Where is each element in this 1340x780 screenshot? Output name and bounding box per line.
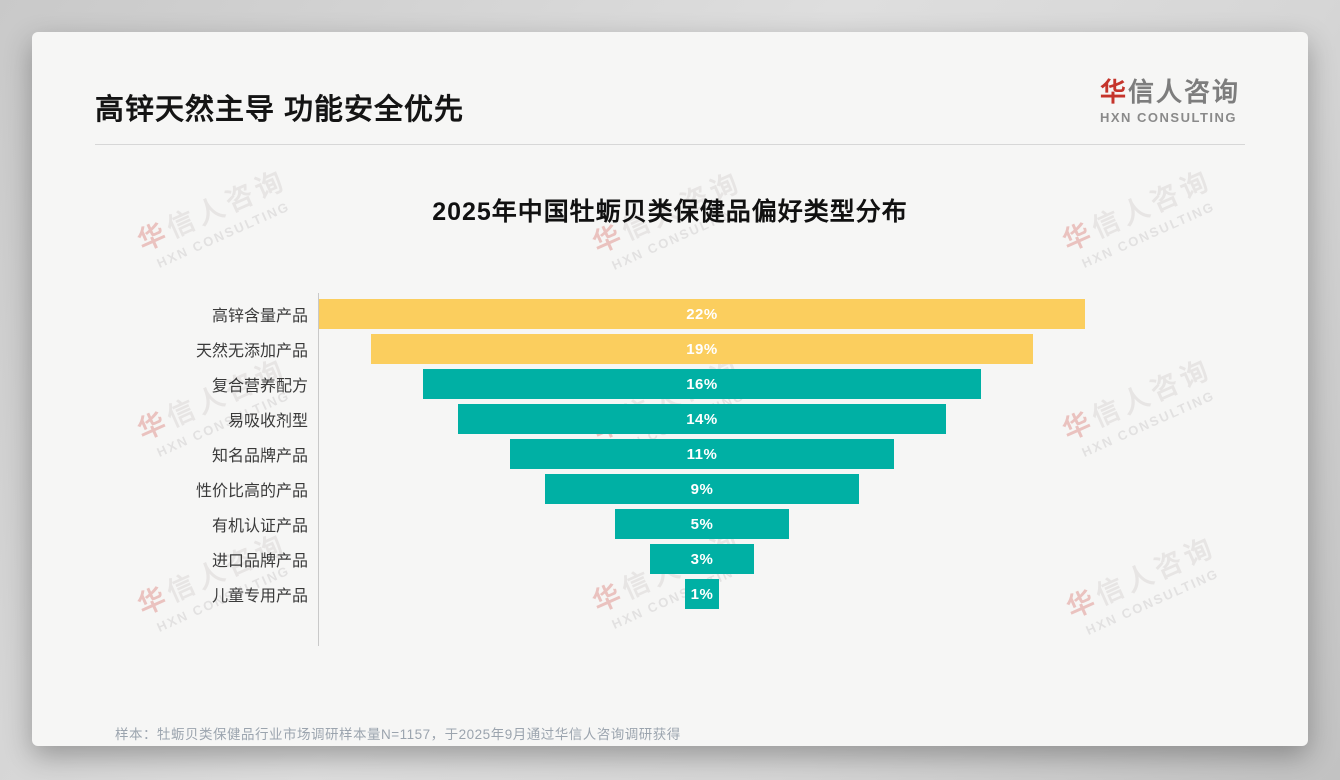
bar-value-label: 3% bbox=[690, 550, 714, 568]
bar-area: 11% bbox=[318, 439, 1308, 469]
y-axis-line bbox=[318, 293, 319, 646]
chart-row: 知名品牌产品 11% bbox=[32, 439, 1308, 469]
bar-area: 5% bbox=[318, 509, 1308, 539]
bar: 1% bbox=[684, 579, 720, 609]
bar-value-label: 5% bbox=[690, 515, 714, 533]
bar-area: 3% bbox=[318, 544, 1308, 574]
bar-value-label: 16% bbox=[686, 375, 718, 393]
bar: 9% bbox=[545, 474, 859, 504]
category-label: 性价比高的产品 bbox=[195, 483, 308, 500]
category-label: 知名品牌产品 bbox=[211, 448, 308, 465]
chart-row: 高锌含量产品 22% bbox=[32, 299, 1308, 329]
bar-area: 19% bbox=[318, 334, 1308, 364]
company-logo: 华信人咨询 HXN CONSULTING bbox=[1100, 72, 1240, 125]
bar: 16% bbox=[423, 369, 981, 399]
chart-title: 2025年中国牡蛎贝类保健品偏好类型分布 bbox=[432, 198, 908, 226]
bar-area: 16% bbox=[318, 369, 1308, 399]
bar: 14% bbox=[457, 404, 946, 434]
sample-note: 样本：牡蛎贝类保健品行业市场调研样本量N=1157，于2025年9月通过华信人咨… bbox=[115, 727, 681, 742]
chart-row: 复合营养配方 16% bbox=[32, 369, 1308, 399]
chart-row: 天然无添加产品 19% bbox=[32, 334, 1308, 364]
bar-area: 22% bbox=[318, 299, 1308, 329]
chart-row: 有机认证产品 5% bbox=[32, 509, 1308, 539]
category-label: 复合营养配方 bbox=[211, 378, 308, 395]
bar-value-label: 11% bbox=[686, 445, 718, 463]
category-label: 有机认证产品 bbox=[211, 518, 308, 535]
bar: 22% bbox=[318, 299, 1086, 329]
category-label: 儿童专用产品 bbox=[211, 588, 308, 605]
bar-area: 1% bbox=[318, 579, 1308, 609]
funnel-chart: 高锌含量产品 22% 天然无添加产品 19% 复合营养配方 16% 易吸收剂型 … bbox=[32, 293, 1308, 646]
logo-en-text: HXN CONSULTING bbox=[1099, 110, 1238, 125]
bar-value-label: 19% bbox=[686, 340, 718, 358]
bar-value-label: 9% bbox=[690, 480, 714, 498]
chart-row: 性价比高的产品 9% bbox=[32, 474, 1308, 504]
slide-card: 华信人咨询 HXN CONSULTING 华信人咨询 HXN CONSULTING 华信… bbox=[32, 32, 1308, 746]
bar-area: 9% bbox=[318, 474, 1308, 504]
category-label: 天然无添加产品 bbox=[195, 343, 308, 360]
bar-value-label: 14% bbox=[686, 410, 718, 428]
bar: 19% bbox=[370, 334, 1034, 364]
page-title: 高锌天然主导 功能安全优先 bbox=[95, 94, 465, 126]
chart-row: 易吸收剂型 14% bbox=[32, 404, 1308, 434]
chart-row: 进口品牌产品 3% bbox=[32, 544, 1308, 574]
funnel-rows: 高锌含量产品 22% 天然无添加产品 19% 复合营养配方 16% 易吸收剂型 … bbox=[32, 299, 1308, 609]
category-label: 进口品牌产品 bbox=[211, 553, 308, 570]
category-label: 高锌含量产品 bbox=[211, 308, 308, 325]
bar: 3% bbox=[649, 544, 755, 574]
header-divider bbox=[95, 144, 1245, 145]
bar: 5% bbox=[614, 509, 790, 539]
bar-value-label: 22% bbox=[686, 305, 718, 323]
category-label: 易吸收剂型 bbox=[227, 413, 308, 430]
bar-value-label: 1% bbox=[690, 585, 714, 603]
bar-area: 14% bbox=[318, 404, 1308, 434]
chart-row: 儿童专用产品 1% bbox=[32, 579, 1308, 609]
header: 高锌天然主导 功能安全优先 华信人咨询 HXN CONSULTING bbox=[32, 32, 1308, 128]
logo-cn-text: 华信人咨询 bbox=[1099, 77, 1240, 107]
bar: 11% bbox=[510, 439, 894, 469]
